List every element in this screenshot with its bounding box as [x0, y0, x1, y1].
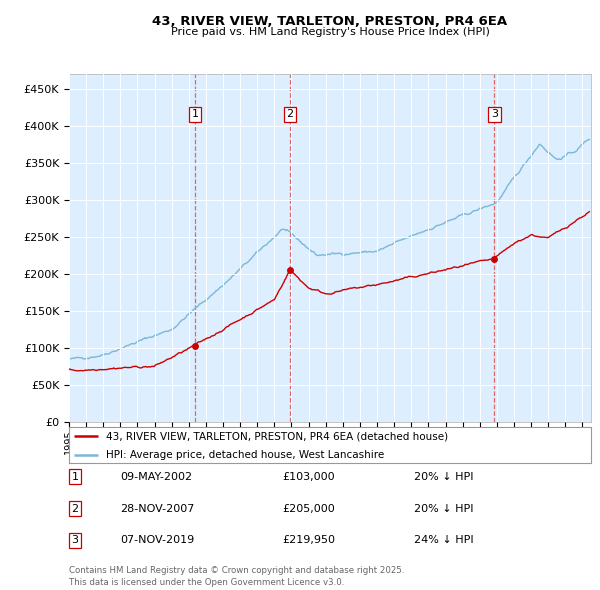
Text: 09-MAY-2002: 09-MAY-2002 [120, 472, 192, 481]
Text: Price paid vs. HM Land Registry's House Price Index (HPI): Price paid vs. HM Land Registry's House … [170, 27, 490, 37]
Text: 1: 1 [71, 472, 79, 481]
Text: £219,950: £219,950 [282, 536, 335, 545]
Text: 07-NOV-2019: 07-NOV-2019 [120, 536, 194, 545]
Text: 2: 2 [286, 110, 293, 120]
Text: 28-NOV-2007: 28-NOV-2007 [120, 504, 194, 513]
Text: 1: 1 [191, 110, 199, 120]
Text: 24% ↓ HPI: 24% ↓ HPI [414, 536, 473, 545]
Text: 2: 2 [71, 504, 79, 513]
Text: HPI: Average price, detached house, West Lancashire: HPI: Average price, detached house, West… [106, 450, 384, 460]
Text: 43, RIVER VIEW, TARLETON, PRESTON, PR4 6EA (detached house): 43, RIVER VIEW, TARLETON, PRESTON, PR4 6… [106, 431, 448, 441]
Text: 3: 3 [71, 536, 79, 545]
Text: £103,000: £103,000 [282, 472, 335, 481]
Text: 43, RIVER VIEW, TARLETON, PRESTON, PR4 6EA: 43, RIVER VIEW, TARLETON, PRESTON, PR4 6… [152, 15, 508, 28]
Text: 3: 3 [491, 110, 498, 120]
Text: 20% ↓ HPI: 20% ↓ HPI [414, 472, 473, 481]
Text: 20% ↓ HPI: 20% ↓ HPI [414, 504, 473, 513]
Text: Contains HM Land Registry data © Crown copyright and database right 2025.
This d: Contains HM Land Registry data © Crown c… [69, 566, 404, 587]
Text: £205,000: £205,000 [282, 504, 335, 513]
